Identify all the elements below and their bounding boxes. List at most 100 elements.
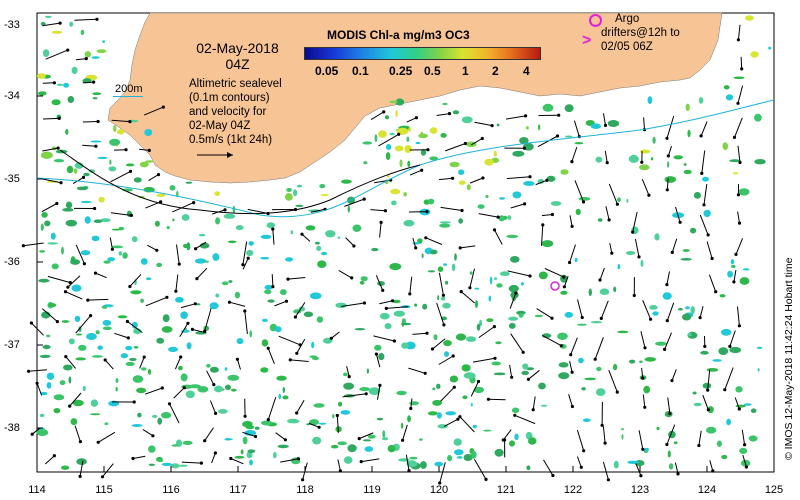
lat-tick-label: -33	[4, 19, 20, 31]
velocity-arrow-head	[96, 440, 100, 444]
chl-patch	[61, 246, 64, 255]
chl-patch	[242, 436, 248, 445]
chl-patch	[162, 314, 170, 323]
chl-patch	[683, 163, 687, 166]
velocity-arrow	[174, 356, 182, 370]
chl-patch	[523, 181, 535, 186]
chl-patch	[493, 150, 497, 157]
chl-patch	[359, 280, 365, 285]
chl-patch	[65, 128, 69, 135]
chl-patch	[47, 303, 57, 308]
chl-patch	[470, 450, 477, 459]
chl-patch	[46, 382, 52, 389]
chl-patch	[406, 460, 418, 468]
chl-patch	[140, 298, 145, 303]
chl-patch	[706, 368, 719, 372]
velocity-arrow-head	[126, 336, 130, 340]
chl-patch	[42, 49, 50, 57]
chl-patch	[595, 156, 603, 163]
velocity-arrow	[69, 392, 82, 407]
chl-patch	[656, 426, 660, 431]
chl-patch	[70, 418, 78, 426]
lon-tick-label: 117	[229, 484, 247, 496]
velocity-arrow	[44, 455, 55, 465]
velocity-arrow	[28, 369, 48, 372]
velocity-arrow-head	[603, 441, 607, 445]
velocity-arrow-head	[570, 404, 575, 409]
velocity-arrow-head	[94, 144, 98, 148]
chl-patch	[538, 124, 541, 131]
velocity-arrow-head	[463, 141, 467, 146]
velocity-arrow	[405, 454, 410, 471]
chl-patch	[462, 395, 468, 400]
velocity-arrow	[478, 326, 495, 339]
chl-patch	[68, 338, 75, 345]
velocity-arrow	[79, 460, 84, 477]
altimetry-line: and velocity for	[189, 106, 267, 118]
argo-arrow-icon: >	[582, 32, 592, 49]
velocity-arrow-head	[551, 473, 555, 478]
chl-patch	[264, 284, 273, 290]
chl-patch	[522, 363, 529, 370]
velocity-arrow-head	[156, 173, 161, 177]
velocity-arrow	[703, 184, 708, 205]
velocity-arrow-head	[562, 285, 567, 289]
chl-patch	[245, 425, 255, 430]
velocity-arrow-head	[737, 407, 741, 411]
chl-patch	[739, 277, 750, 285]
chl-patch	[93, 219, 103, 223]
velocity-arrow-head	[253, 434, 258, 439]
lon-tick-label: 121	[496, 484, 516, 496]
velocity-arrow	[271, 274, 274, 287]
velocity-arrow	[514, 414, 536, 425]
velocity-arrow-head	[227, 300, 232, 304]
chl-patch	[296, 184, 303, 188]
chl-patch	[403, 192, 407, 197]
velocity-arrow	[402, 424, 408, 441]
velocity-arrow-head	[632, 293, 636, 298]
chl-patch	[449, 161, 460, 168]
chl-patch	[455, 333, 467, 341]
velocity-arrow	[82, 81, 94, 84]
lon-tick-label: 123	[630, 484, 650, 496]
chl-patch	[186, 342, 192, 350]
velocity-arrow	[192, 328, 206, 334]
velocity-arrow-head	[68, 281, 72, 285]
velocity-arrow-head	[195, 277, 199, 281]
chl-patch	[347, 444, 357, 453]
chl-patch	[735, 386, 743, 393]
velocity-arrow-head	[21, 244, 25, 248]
chl-patch	[442, 102, 448, 106]
altimetry-line: 02-May 04Z	[189, 120, 251, 132]
velocity-arrow	[443, 418, 459, 427]
velocity-arrow	[287, 277, 306, 280]
chl-patch	[662, 292, 672, 300]
velocity-arrow	[337, 459, 341, 471]
velocity-arrow-head	[96, 119, 100, 124]
chl-patch	[639, 164, 650, 171]
velocity-arrow-head	[503, 438, 507, 442]
velocity-arrow	[31, 322, 44, 336]
chl-patch	[73, 168, 78, 174]
chl-patch	[690, 306, 695, 315]
chl-patch	[389, 132, 395, 136]
velocity-arrow	[541, 224, 544, 246]
chl-patch	[687, 332, 692, 337]
velocity-arrow	[104, 359, 114, 370]
chl-patch	[130, 290, 142, 295]
velocity-arrow-head	[550, 316, 554, 320]
argo-legend-line: Argo	[615, 13, 640, 25]
chl-patch	[564, 104, 574, 113]
chl-patch	[693, 192, 702, 199]
velocity-arrow	[206, 370, 215, 385]
chl-patch	[508, 316, 519, 321]
velocity-arrow-head	[665, 188, 669, 192]
chl-patch	[313, 403, 325, 408]
velocity-arrow	[505, 115, 526, 120]
velocity-arrow-head	[35, 381, 39, 385]
chl-patch	[319, 184, 326, 189]
chl-patch	[725, 94, 734, 101]
velocity-arrow	[729, 330, 736, 347]
velocity-arrow-head	[541, 223, 545, 227]
chl-patch	[260, 367, 269, 373]
